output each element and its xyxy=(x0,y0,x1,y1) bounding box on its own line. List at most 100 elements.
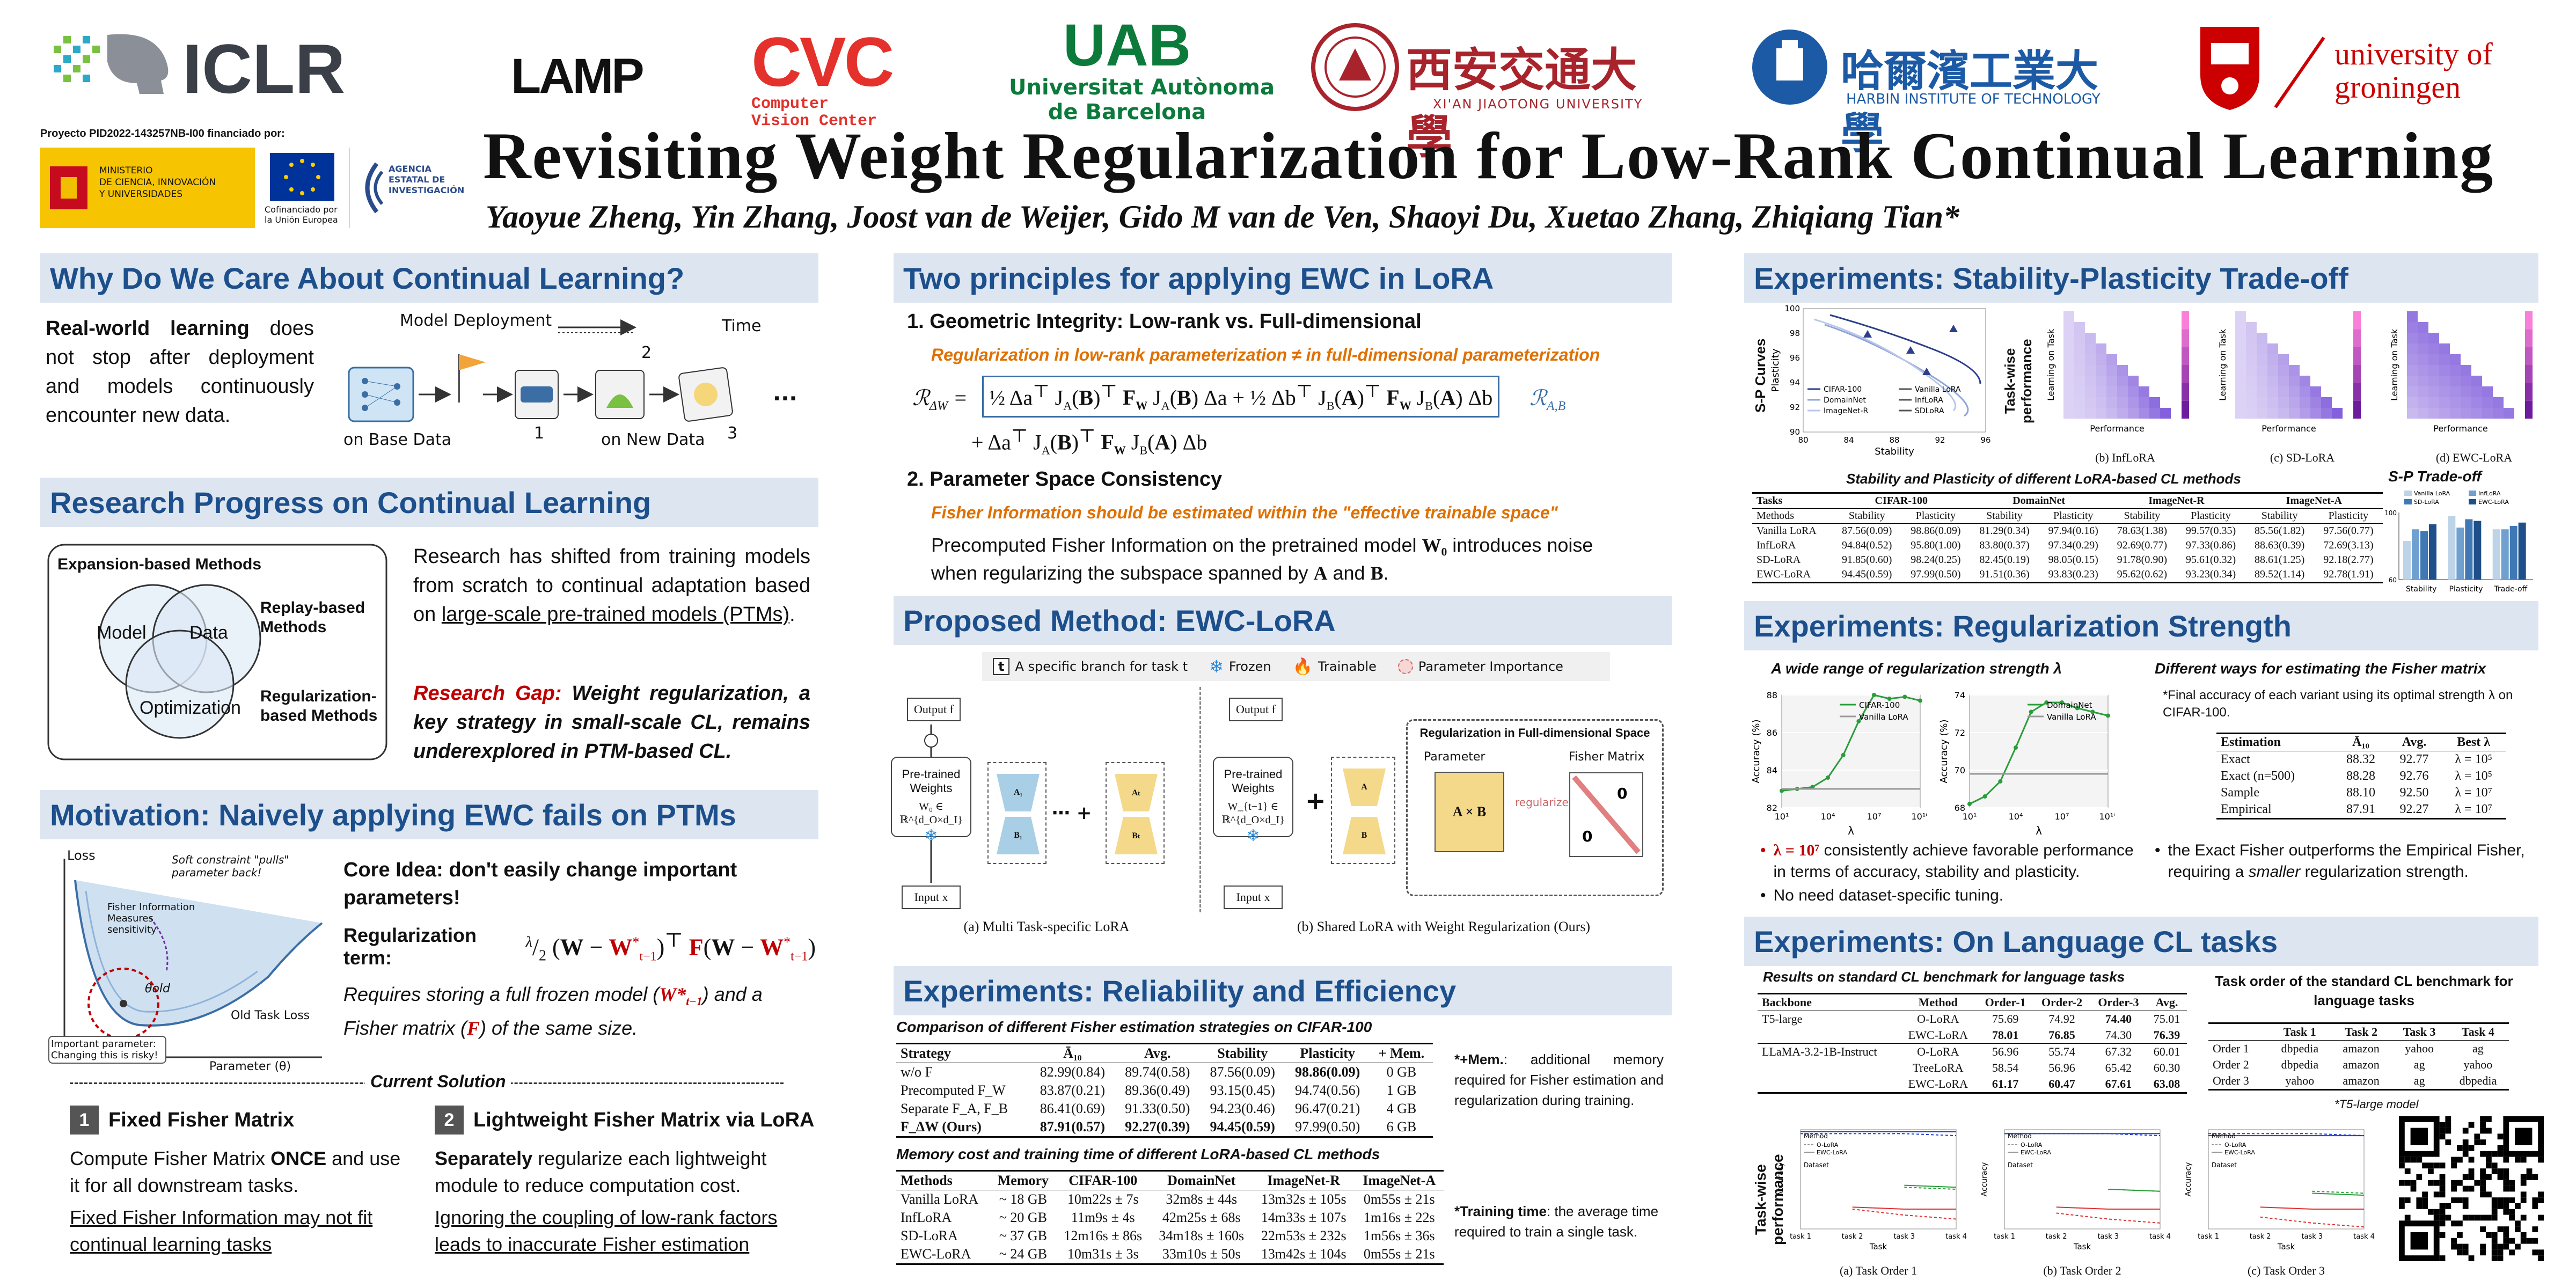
table-cell: Order 1 xyxy=(2213,1042,2249,1055)
qr-module xyxy=(2468,1122,2475,1128)
heatmap-cell xyxy=(2407,408,2418,419)
qr-module xyxy=(2416,1174,2423,1180)
y-axis-label: Plasticity xyxy=(1771,348,1781,392)
qr-module xyxy=(2509,1238,2515,1244)
section-principles-title: Two principles for applying EWC in LoRA xyxy=(894,253,1672,303)
heatmap-cell xyxy=(2235,322,2246,333)
heatmap-cell xyxy=(2471,386,2482,397)
table-header: Backbone xyxy=(1762,996,1812,1009)
x-tick-label: task 4 xyxy=(2149,1233,2171,1241)
table-header: Ā₁₀ xyxy=(2352,735,2369,749)
colorbar-segment xyxy=(2353,329,2361,347)
qr-module xyxy=(2520,1197,2527,1203)
table-cell: 6 GB xyxy=(1386,1119,1417,1135)
qr-module xyxy=(2486,1128,2492,1134)
qr-module xyxy=(2532,1174,2538,1180)
table-header: Tasks xyxy=(1757,495,1783,507)
logo-uab: UAB Universitat Autònoma de Barcelona xyxy=(1009,16,1275,125)
table-cell: 58.54 xyxy=(1992,1061,2019,1074)
x-axis-label: λ xyxy=(1848,824,1854,837)
qr-module xyxy=(2428,1209,2434,1215)
qr-module xyxy=(2497,1174,2504,1180)
lang-caption-a: (a) Task Order 1 xyxy=(1839,1264,1918,1277)
importance-icon xyxy=(1397,659,1413,674)
x-tick-label: Trade-off xyxy=(2493,585,2527,594)
table-cell: 0 GB xyxy=(1386,1064,1417,1080)
heatmap-cell xyxy=(2074,386,2085,397)
qr-module xyxy=(2416,1203,2423,1209)
groningen-shield-icon xyxy=(2200,27,2259,110)
logo-iclr: ICLR xyxy=(48,24,386,108)
heatmap-cell xyxy=(2063,343,2074,354)
table-header: Task 2 xyxy=(2345,1025,2378,1038)
heatmap-cell xyxy=(2096,386,2106,397)
x-tick-label: 96 xyxy=(1980,435,1990,445)
svg-text:0: 0 xyxy=(1617,785,1627,802)
table-header: Avg. xyxy=(2402,735,2427,749)
table-cell: Stability xyxy=(2124,510,2161,522)
qr-module xyxy=(2491,1255,2498,1261)
legend-label: SDLoRA xyxy=(1915,407,1944,415)
table-header: DomainNet xyxy=(2012,495,2065,507)
table-cell: 91.78(0.90) xyxy=(2117,554,2167,566)
solution-1-text: Compute Fisher Matrix ONCE and use it fo… xyxy=(70,1147,401,1196)
legend-swatch xyxy=(2404,491,2412,496)
heatmap-cell xyxy=(2063,408,2074,419)
loss-landscape-figure: Loss Soft constraint "pulls" parameter b… xyxy=(43,848,333,1073)
bar xyxy=(2501,529,2509,580)
qr-code-icon[interactable] xyxy=(2399,1116,2544,1261)
heatmap-cell xyxy=(2139,408,2149,419)
table-row: TreeLoRA 58.54 56.96 65.42 60.30 xyxy=(1758,1060,2187,1076)
table-cell: Plasticity xyxy=(1915,510,1956,522)
table-cell: 83.80(0.37) xyxy=(1979,539,2030,551)
table-cell: Stability xyxy=(1848,510,1885,522)
qr-module xyxy=(2474,1180,2480,1186)
table-cell: Exact xyxy=(2221,752,2250,766)
qr-module xyxy=(2486,1214,2492,1221)
qr-module xyxy=(2497,1226,2504,1232)
data-point xyxy=(1872,693,1876,697)
qr-module xyxy=(2404,1168,2411,1174)
xjtu-chinese-name: 西安交通大學 xyxy=(1406,45,1637,163)
sp-curve xyxy=(1829,314,1981,384)
table-header: Plasticity xyxy=(1300,1045,1355,1061)
table-cell: LLaMA-3.2-1B-Instruct xyxy=(1762,1045,1877,1058)
qr-module xyxy=(2520,1180,2527,1186)
qr-module xyxy=(2439,1214,2446,1221)
table-cell: 55.74 xyxy=(2048,1045,2075,1058)
table-cell: 13m42s ± 104s xyxy=(1261,1246,1346,1262)
table-cell: yahoo xyxy=(2405,1042,2434,1055)
heatmap-cell xyxy=(2289,365,2300,376)
y-tick-label: 82 xyxy=(1767,803,1777,813)
ministerio-text: MINISTERIO DE CIENCIA, INNOVACIÓN Y UNIV… xyxy=(99,165,216,200)
qr-module xyxy=(2486,1162,2492,1169)
table-header: DomainNet xyxy=(1167,1173,1236,1188)
heatmap-cell xyxy=(2267,365,2278,376)
important-param-callout: Important parameter: Changing this is ri… xyxy=(48,1036,166,1064)
qr-module xyxy=(2515,1203,2521,1209)
qr-module xyxy=(2439,1162,2446,1169)
groningen-slash-icon xyxy=(2274,36,2325,108)
qr-module xyxy=(2445,1116,2451,1122)
qr-module xyxy=(2468,1145,2475,1151)
table-row: Separate F_A, F_B 86.41(0.69) 91.33(0.50) 9… xyxy=(896,1100,1433,1118)
heatmap-cell xyxy=(2267,408,2278,419)
step-1-label: 1 xyxy=(534,424,545,443)
table-row: InfLoRA ~ 20 GB 11m9s ± 4s 42m25s ± 68s 14m3… xyxy=(896,1209,1444,1227)
table-cell: ~ 24 GB xyxy=(999,1246,1047,1262)
heatmap-cell xyxy=(2257,386,2267,397)
qr-module xyxy=(2491,1203,2498,1209)
table-cell: 76.39 xyxy=(2153,1028,2180,1042)
qr-module xyxy=(2486,1191,2492,1198)
x-tick-label: Plasticity xyxy=(2449,585,2483,594)
qr-module xyxy=(2480,1168,2486,1174)
y-axis-label: Accuracy xyxy=(1776,1162,1785,1197)
y-tick-label: 68 xyxy=(1955,803,1965,813)
qr-module xyxy=(2445,1122,2451,1128)
heatmap-cell xyxy=(2246,354,2257,365)
qr-module xyxy=(2399,1162,2405,1169)
table-cell: 94.84(0.52) xyxy=(1842,539,1892,551)
qr-module xyxy=(2491,1162,2498,1169)
heatmap-cell xyxy=(2106,397,2117,408)
heatmap-cell xyxy=(2063,354,2074,365)
